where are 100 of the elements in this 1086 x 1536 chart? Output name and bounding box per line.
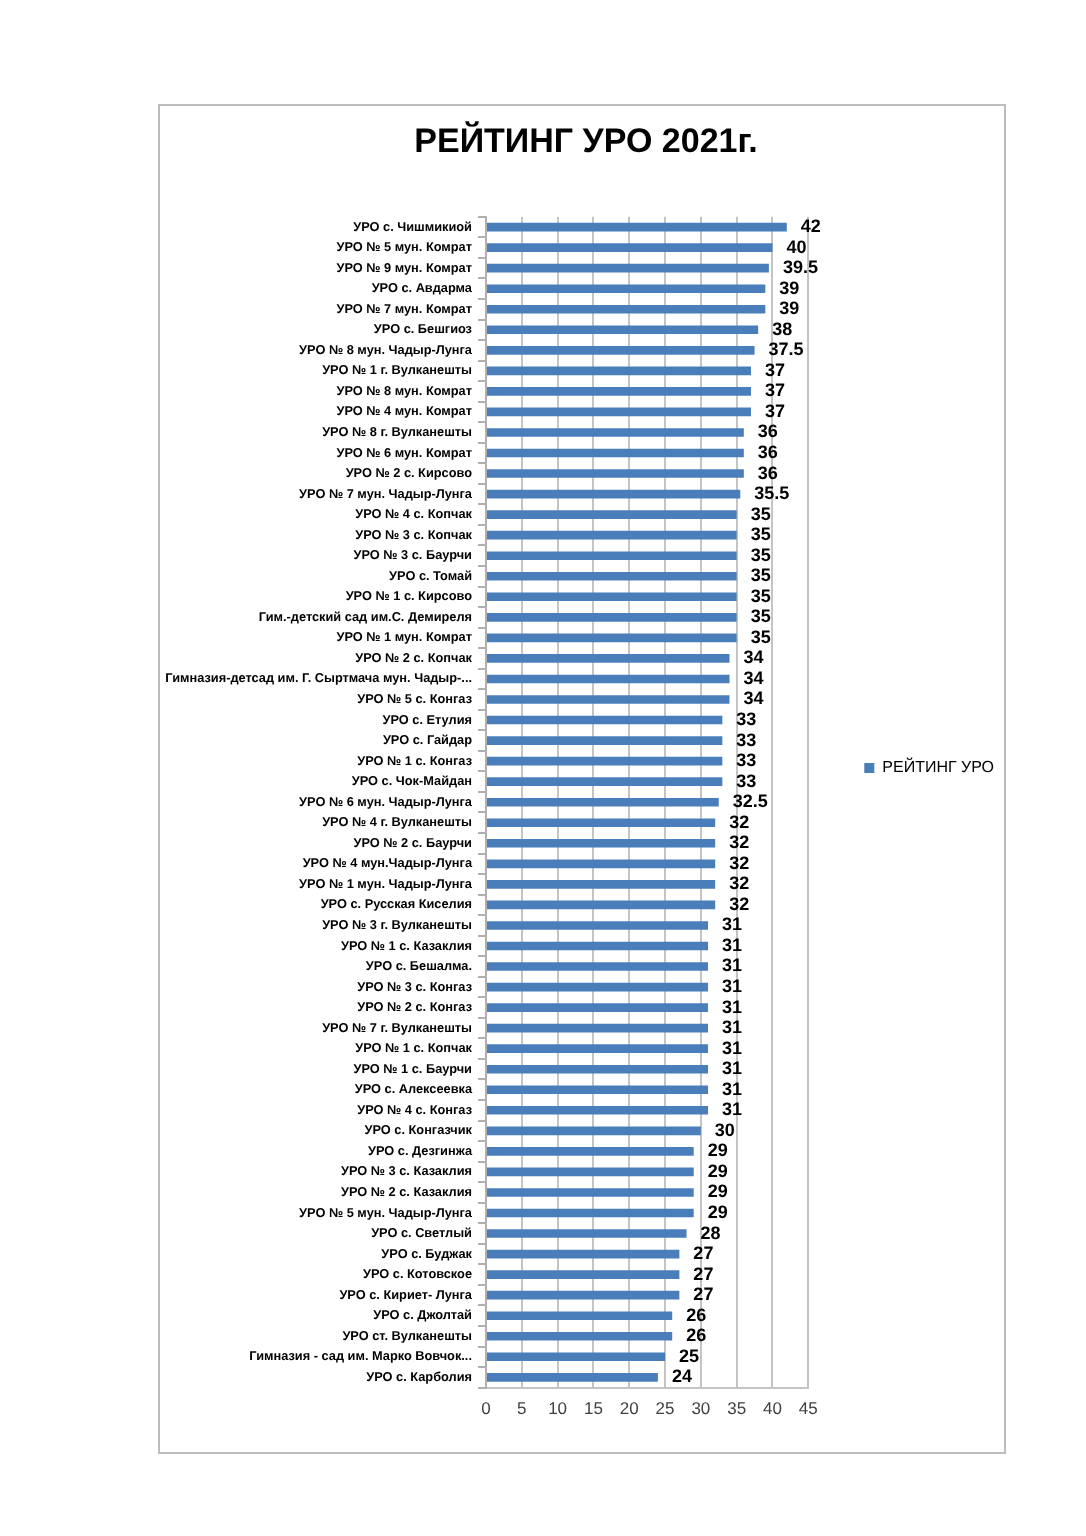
data-label: 31	[722, 1037, 743, 1058]
data-label: 31	[722, 1078, 743, 1099]
data-label: 35	[750, 606, 771, 627]
data-label: 33	[736, 729, 757, 750]
data-label: 36	[757, 421, 778, 442]
data-label: 35	[750, 503, 771, 524]
legend-label: РЕЙТИНГ УРО	[882, 756, 995, 777]
bar	[487, 1064, 709, 1074]
bar	[487, 1003, 709, 1012]
data-label: 32	[729, 893, 750, 914]
data-label: 37	[764, 400, 786, 421]
data-label: 34	[743, 647, 764, 668]
bar	[487, 530, 737, 540]
bar	[487, 284, 766, 294]
data-label: 27	[693, 1263, 714, 1284]
data-label: 34	[743, 688, 764, 709]
bar	[487, 1085, 709, 1095]
bar	[487, 859, 716, 869]
bar	[487, 613, 737, 622]
data-label: 40	[786, 236, 807, 257]
data-label: 33	[736, 709, 757, 730]
bar	[487, 592, 737, 602]
bar	[487, 1147, 694, 1156]
data-label: 36	[757, 462, 778, 483]
data-label: 35	[750, 585, 771, 606]
data-label: 30	[714, 1119, 735, 1140]
bar	[487, 715, 723, 725]
data-label: 31	[722, 1099, 743, 1120]
data-label: 33	[736, 770, 757, 791]
bar	[487, 1290, 680, 1300]
bar	[487, 469, 744, 478]
x-tick-label: 35	[727, 1398, 747, 1419]
bar	[487, 654, 730, 663]
data-label: 29	[707, 1201, 728, 1222]
data-label: 39	[779, 298, 800, 319]
bar	[487, 325, 759, 335]
bar	[487, 838, 716, 848]
data-label: 37.5	[768, 339, 804, 360]
data-label: 32	[729, 852, 750, 873]
data-label: 29	[707, 1140, 728, 1161]
bar	[487, 304, 766, 314]
bar	[487, 1311, 673, 1321]
data-label: 28	[700, 1222, 721, 1243]
data-label: 24	[671, 1366, 692, 1387]
bar	[487, 1188, 694, 1197]
bar	[487, 1229, 687, 1238]
data-label: 25	[679, 1345, 700, 1366]
bar	[487, 428, 744, 437]
bar	[487, 1044, 709, 1053]
data-label: 35	[750, 626, 771, 647]
bar	[487, 1249, 680, 1259]
bar	[487, 777, 723, 786]
data-label: 37	[764, 380, 786, 401]
bar	[487, 1167, 694, 1177]
data-label: 31	[722, 996, 743, 1017]
bar	[487, 736, 723, 745]
bar	[487, 263, 769, 273]
bar	[487, 243, 773, 252]
bar	[487, 1352, 666, 1362]
data-label: 39	[779, 277, 800, 298]
data-label: 42	[800, 216, 821, 237]
data-label: 35	[750, 544, 771, 565]
data-label: 39.5	[782, 257, 818, 278]
bar	[487, 818, 716, 828]
bar	[487, 880, 716, 889]
bar	[487, 1023, 709, 1033]
bar	[487, 571, 737, 581]
x-tick-label: 25	[655, 1398, 676, 1419]
x-tick-label: 45	[798, 1398, 819, 1419]
data-label: 31	[722, 934, 743, 955]
bar	[487, 222, 787, 232]
x-tick-label: 20	[619, 1398, 640, 1419]
bar	[487, 448, 744, 458]
x-tick-label: 0	[481, 1398, 492, 1419]
bar	[487, 407, 751, 417]
x-tick-label: 40	[763, 1398, 783, 1419]
data-label: 26	[686, 1325, 707, 1346]
bar	[487, 387, 751, 396]
data-label: 31	[722, 976, 743, 997]
data-label: 26	[686, 1304, 707, 1325]
bar	[487, 962, 709, 971]
bar	[487, 1331, 673, 1341]
data-label: 31	[722, 955, 743, 976]
data-label: 32	[729, 832, 750, 853]
x-tick-label: 5	[517, 1398, 528, 1419]
bar	[487, 695, 730, 704]
data-label: 31	[722, 1017, 743, 1038]
bar	[487, 551, 737, 561]
bar	[487, 756, 723, 766]
data-label: 33	[736, 750, 757, 771]
x-tick-label: 30	[691, 1398, 711, 1419]
data-label: 36	[757, 441, 778, 462]
bar	[487, 797, 719, 807]
data-label: 27	[693, 1243, 714, 1264]
bar	[487, 674, 730, 684]
bar	[487, 346, 755, 355]
bar	[487, 1208, 694, 1218]
data-label: 34	[743, 667, 764, 688]
data-label: 35	[750, 565, 771, 586]
bar	[487, 900, 716, 910]
